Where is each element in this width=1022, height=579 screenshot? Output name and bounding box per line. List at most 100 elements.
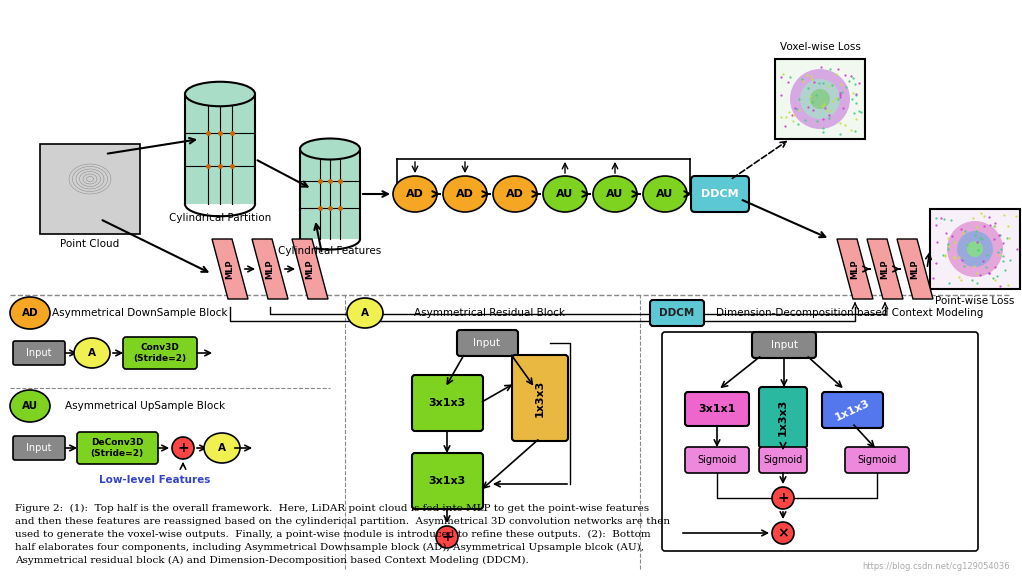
FancyBboxPatch shape: [40, 144, 140, 234]
Text: and then these features are reassigned based on the cylinderical partition.  Asy: and then these features are reassigned b…: [15, 517, 670, 526]
Text: Input: Input: [473, 338, 501, 348]
Text: Asymmetrical UpSample Block: Asymmetrical UpSample Block: [65, 401, 225, 411]
Text: Cylindrical Features: Cylindrical Features: [278, 246, 381, 256]
Ellipse shape: [493, 176, 537, 212]
Text: A: A: [218, 443, 226, 453]
Text: 3x1x3: 3x1x3: [428, 476, 466, 486]
Text: 3x1x1: 3x1x1: [698, 404, 736, 414]
Text: MLP: MLP: [266, 259, 275, 279]
Text: Input: Input: [27, 348, 52, 358]
Ellipse shape: [74, 338, 110, 368]
Text: used to generate the voxel-wise outputs.  Finally, a point-wise module is introd: used to generate the voxel-wise outputs.…: [15, 530, 651, 539]
Text: +: +: [442, 530, 453, 544]
Text: A: A: [88, 348, 96, 358]
Text: 3x1x3: 3x1x3: [428, 398, 466, 408]
Polygon shape: [212, 239, 248, 299]
FancyBboxPatch shape: [13, 436, 65, 460]
FancyBboxPatch shape: [650, 300, 704, 326]
FancyBboxPatch shape: [752, 332, 816, 358]
Text: Point-wise Loss: Point-wise Loss: [935, 296, 1015, 306]
FancyBboxPatch shape: [412, 453, 483, 509]
Polygon shape: [252, 239, 288, 299]
Text: Sigmoid: Sigmoid: [857, 455, 896, 465]
Text: 1x3x3: 1x3x3: [778, 398, 788, 435]
Text: https://blog.csdn.net/cg129054036: https://blog.csdn.net/cg129054036: [863, 562, 1010, 571]
Text: MLP: MLP: [881, 259, 889, 279]
Ellipse shape: [10, 390, 50, 422]
Text: Asymmetrical DownSample Block: Asymmetrical DownSample Block: [52, 308, 228, 318]
FancyBboxPatch shape: [412, 375, 483, 431]
FancyBboxPatch shape: [300, 149, 360, 239]
Circle shape: [790, 69, 850, 129]
Text: +: +: [777, 491, 789, 505]
FancyBboxPatch shape: [930, 209, 1020, 289]
Text: AU: AU: [656, 189, 673, 199]
FancyBboxPatch shape: [185, 94, 256, 204]
Text: AD: AD: [21, 308, 38, 318]
Text: Figure 2:  (1):  Top half is the overall framework.  Here, LiDAR point cloud is : Figure 2: (1): Top half is the overall f…: [15, 504, 649, 513]
Text: Low-level Features: Low-level Features: [99, 475, 211, 485]
FancyBboxPatch shape: [512, 355, 568, 441]
Polygon shape: [867, 239, 903, 299]
Text: MLP: MLP: [306, 259, 315, 279]
Text: AU: AU: [606, 189, 623, 199]
Polygon shape: [292, 239, 328, 299]
Polygon shape: [897, 239, 933, 299]
Circle shape: [967, 241, 983, 257]
Ellipse shape: [300, 138, 360, 159]
Text: Sigmoid: Sigmoid: [697, 455, 737, 465]
Ellipse shape: [443, 176, 487, 212]
Text: Input: Input: [771, 340, 797, 350]
Text: 1x1x3: 1x1x3: [833, 398, 871, 423]
FancyBboxPatch shape: [13, 341, 65, 365]
Text: MLP: MLP: [226, 259, 234, 279]
Circle shape: [800, 79, 840, 119]
Text: Conv3D
(Stride=2): Conv3D (Stride=2): [134, 343, 187, 362]
Ellipse shape: [347, 298, 383, 328]
FancyBboxPatch shape: [123, 337, 197, 369]
Text: MLP: MLP: [850, 259, 860, 279]
Text: Dimension-Decomposition based Context Modeling: Dimension-Decomposition based Context Mo…: [716, 308, 984, 318]
Circle shape: [436, 526, 458, 548]
Circle shape: [810, 89, 830, 109]
Circle shape: [772, 487, 794, 509]
Text: ×: ×: [777, 526, 789, 540]
Text: Input: Input: [27, 443, 52, 453]
Text: A: A: [361, 308, 369, 318]
Text: AD: AD: [506, 189, 524, 199]
FancyBboxPatch shape: [457, 330, 518, 356]
Text: DeConv3D
(Stride=2): DeConv3D (Stride=2): [90, 438, 143, 458]
FancyBboxPatch shape: [775, 59, 865, 139]
FancyBboxPatch shape: [77, 432, 158, 464]
Circle shape: [947, 221, 1003, 277]
Text: Sigmoid: Sigmoid: [763, 455, 802, 465]
Ellipse shape: [543, 176, 587, 212]
FancyBboxPatch shape: [759, 387, 807, 448]
Ellipse shape: [204, 433, 240, 463]
FancyBboxPatch shape: [685, 392, 749, 426]
Circle shape: [772, 522, 794, 544]
FancyBboxPatch shape: [822, 392, 883, 428]
Ellipse shape: [643, 176, 687, 212]
Text: AD: AD: [406, 189, 424, 199]
Text: Asymmetrical Residual Block: Asymmetrical Residual Block: [415, 308, 565, 318]
Text: Cylindrical Partition: Cylindrical Partition: [169, 213, 271, 223]
Text: Asymmetrical residual block (A) and Dimension-Decomposition based Context Modeli: Asymmetrical residual block (A) and Dime…: [15, 556, 528, 565]
Text: DDCM: DDCM: [659, 308, 695, 318]
Ellipse shape: [393, 176, 437, 212]
Text: Point Cloud: Point Cloud: [60, 239, 120, 249]
Ellipse shape: [10, 297, 50, 329]
FancyBboxPatch shape: [759, 447, 807, 473]
Text: AU: AU: [556, 189, 573, 199]
Text: AU: AU: [21, 401, 38, 411]
Text: +: +: [177, 441, 189, 455]
FancyBboxPatch shape: [845, 447, 909, 473]
Text: Voxel-wise Loss: Voxel-wise Loss: [780, 42, 861, 52]
FancyBboxPatch shape: [691, 176, 749, 212]
Text: 1x3x3: 1x3x3: [535, 379, 545, 417]
Circle shape: [957, 231, 993, 267]
Text: AD: AD: [456, 189, 474, 199]
Polygon shape: [837, 239, 873, 299]
Text: DDCM: DDCM: [701, 189, 739, 199]
Text: MLP: MLP: [911, 259, 920, 279]
